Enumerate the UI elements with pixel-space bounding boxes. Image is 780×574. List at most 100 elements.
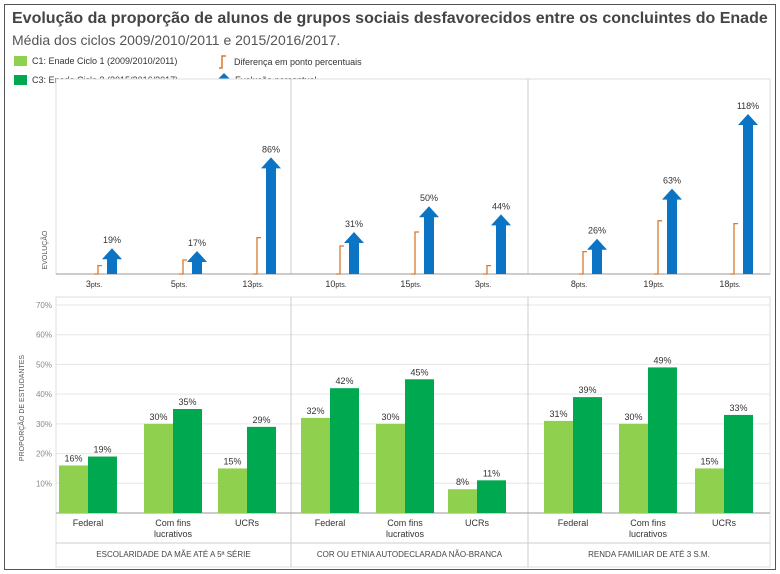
diff-label: 15pts. [400,279,421,289]
legend-label-diff: Diferença em ponto percentuais [234,57,362,67]
diff-bracket [336,245,344,275]
bar-label-c1: 30% [149,412,167,422]
evolution-arrow [587,238,607,274]
legend-item-diff: Diferença em ponto percentuais [218,55,362,69]
evolution-arrow [662,188,682,274]
bar-c1 [376,423,405,513]
diff-value: 13 [242,279,252,289]
evolution-arrow [187,250,207,274]
diff-value: 5 [171,279,176,289]
diff-label: 10pts. [325,279,346,289]
diff-unit: pts. [252,282,263,289]
bar-label-c1: 8% [456,477,469,487]
diff-bracket [94,264,102,275]
diff-bracket [253,236,261,275]
diff-label: 3pts. [86,279,102,289]
diff-bracket [411,231,419,275]
category-label: UCRs [465,518,489,528]
diff-value: 10 [325,279,335,289]
diff-unit: pts. [176,282,187,289]
group-label: ESCOLARIDADE DA MÃE ATÉ A 5ª SÉRIE [96,550,250,559]
bar-c3 [724,414,753,513]
evolution-arrow [102,248,122,274]
y-tick-label: 10% [36,479,52,488]
category-label: Federal [315,518,346,528]
bar-label-c3: 11% [483,468,500,478]
diff-bracket [179,259,187,275]
evolution-arrow [261,157,281,274]
diff-unit: pts. [335,282,346,289]
bar-c1 [144,423,173,513]
diff-label: 5pts. [171,279,187,289]
bar-c1 [59,465,88,513]
bar-label-c1: 15% [223,456,241,466]
bar-label-c3: 19% [93,445,111,455]
bar-label-c3: 49% [653,355,671,365]
bar-c3 [477,480,506,513]
bar-c1 [301,417,330,513]
diff-value: 3 [475,279,480,289]
diff-unit: pts. [729,282,740,289]
bar-label-c3: 29% [252,415,270,425]
category-label: lucrativos [154,529,193,539]
bar-label-c3: 33% [729,403,747,413]
legend-item-c1: C1: Enade Ciclo 1 (2009/2010/2011) [14,56,177,66]
bar-label-c1: 32% [306,406,324,416]
bar-label-c1: 16% [64,453,82,463]
diff-value: 19 [643,279,653,289]
diff-bracket [579,250,587,275]
evolution-label: 86% [262,144,280,154]
bar-c3 [573,397,602,513]
bottom-axis-label: PROPORÇÃO DE ESTUDANTES [17,355,26,462]
bar-label-c3: 39% [578,385,596,395]
diff-unit: pts. [410,282,421,289]
legend-swatch-c3 [14,75,27,85]
y-tick-label: 30% [36,420,52,429]
diff-bracket [730,222,738,275]
category-label: Com fins [155,518,191,528]
category-label: UCRs [712,518,736,528]
diff-label: 19pts. [643,279,664,289]
evolution-label: 19% [103,235,121,245]
diff-unit: pts. [91,282,102,289]
bar-c3 [648,367,677,513]
bar-c3 [88,456,117,513]
y-tick-label: 60% [36,331,52,340]
legend-swatch-c1 [14,56,27,66]
evolution-label: 26% [588,226,606,236]
chart-subtitle: Média dos ciclos 2009/2010/2011 e 2015/2… [12,32,341,48]
evolution-arrow [419,206,439,274]
category-label: Com fins [387,518,423,528]
bar-c1 [544,420,573,513]
category-label: Federal [558,518,589,528]
category-label: Com fins [630,518,666,528]
y-tick-label: 40% [36,390,52,399]
bar-label-c1: 15% [700,456,718,466]
evolution-arrow [738,114,758,274]
diff-label: 3pts. [475,279,491,289]
evolution-arrow [344,231,364,274]
bar-c3 [173,409,202,513]
category-label: lucrativos [629,529,668,539]
diff-bracket [654,220,662,275]
diff-unit: pts. [576,282,587,289]
diff-label: 8pts. [571,279,587,289]
diff-value: 18 [719,279,729,289]
bar-label-c3: 42% [335,376,353,386]
category-label: lucrativos [386,529,425,539]
bar-label-c3: 35% [178,397,196,407]
bar-label-c1: 31% [549,409,567,419]
top-panel-border [55,78,771,275]
evolution-label: 50% [420,193,438,203]
diff-value: 3 [86,279,91,289]
diff-unit: pts. [480,282,491,289]
bar-c1 [619,423,648,513]
chart-title: Evolução da proporção de alunos de grupo… [12,10,768,27]
bar-c1 [218,468,247,513]
evolution-label: 31% [345,219,363,229]
diff-unit: pts. [653,282,664,289]
bracket-icon [219,55,226,69]
evolution-label: 63% [663,176,681,186]
figure-frame [4,4,776,570]
evolution-label: 17% [188,238,206,248]
